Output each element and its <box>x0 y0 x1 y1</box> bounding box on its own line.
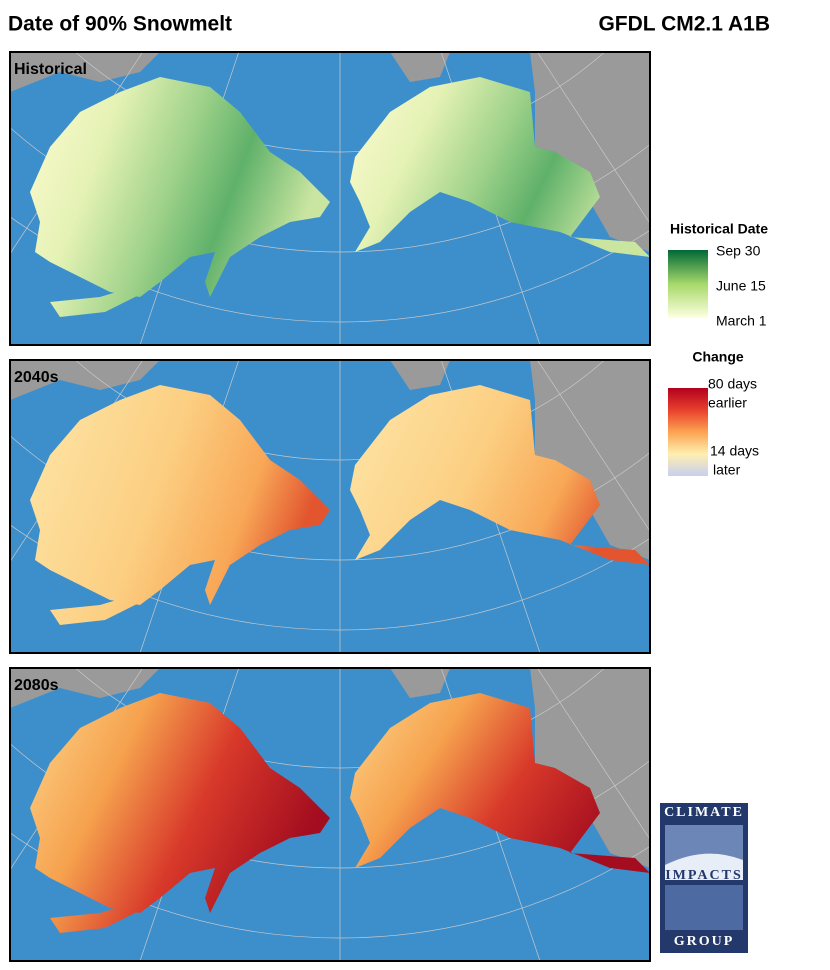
legend-change: Change 80 days earlier 14 days later <box>668 349 759 478</box>
legend-title: Historical Date <box>670 221 768 237</box>
legend-label: 80 days <box>708 376 757 392</box>
logo-text: IMPACTS <box>665 868 743 883</box>
map-panel: Historical <box>0 0 830 346</box>
logo: CLIMATE IMPACTS GROUP <box>660 803 748 953</box>
legend-label: 14 days <box>710 443 759 459</box>
legend-historical: Historical Date Sep 30 June 15 March 1 <box>668 221 768 329</box>
logo-text: CLIMATE <box>664 805 744 820</box>
legend-title: Change <box>692 349 744 365</box>
legend-label: Sep 30 <box>716 243 761 259</box>
legend-label: June 15 <box>716 278 766 294</box>
panel-label: Historical <box>14 61 87 78</box>
panel-label: 2040s <box>14 369 59 386</box>
color-bar <box>668 388 708 476</box>
legend-label: earlier <box>708 395 747 411</box>
panel-label: 2080s <box>14 677 59 694</box>
logo-text: GROUP <box>674 934 735 949</box>
legend-label: later <box>713 462 741 478</box>
color-bar <box>668 250 708 318</box>
model: GFDL CM2.1 A1B <box>598 13 770 36</box>
legend-label: March 1 <box>716 313 767 329</box>
map-panel: 2040s <box>0 0 830 654</box>
title: Date of 90% Snowmelt <box>8 13 232 36</box>
